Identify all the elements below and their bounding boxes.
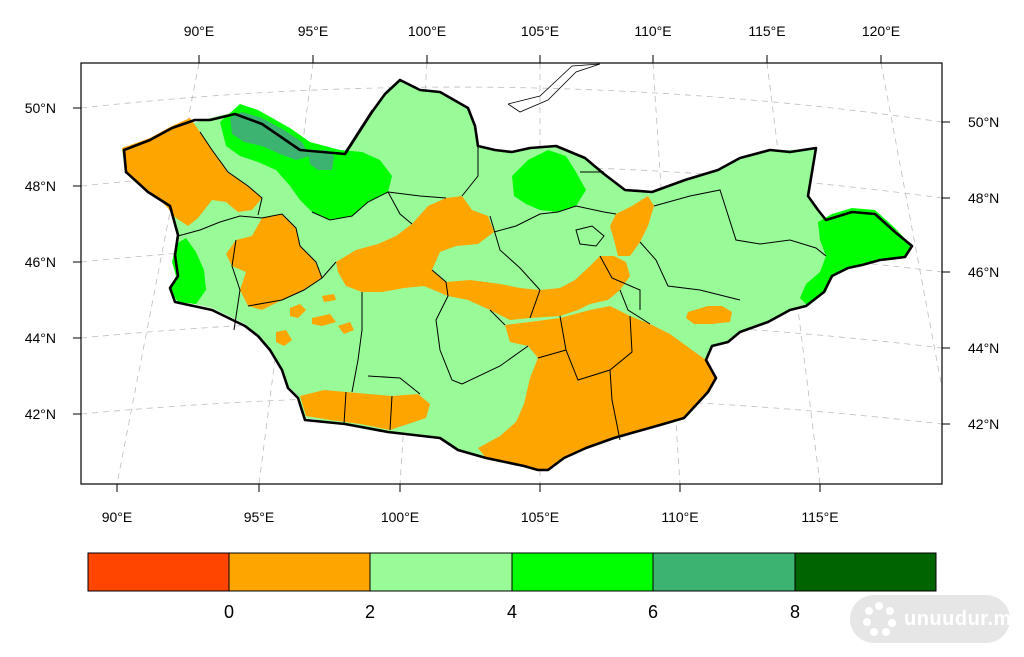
country-outline [122,78,914,472]
watermark: unuudur.mn [850,595,1024,643]
region-0-2-patch-1 [290,304,306,318]
region-0-2-east-small [686,306,732,324]
colorbar-box-4-6 [511,552,654,592]
colorbar: 0 2 4 6 8 [87,552,937,622]
boundary-line [461,145,479,197]
boundary-line [387,191,447,199]
bottom-lon-label: 95°E [244,509,275,525]
graticule-lon-120 [880,63,942,391]
boundary-line [367,375,421,395]
right-lat-label: 50°N [968,114,999,130]
colorbar-label: 4 [507,602,517,622]
boundary-line [619,289,651,325]
colorbar-label: 0 [224,602,234,622]
right-lat-labels: 50°N 48°N 46°N 44°N 42°N [968,114,999,432]
boundary-line [529,289,541,319]
boundary-line [461,345,529,385]
region-0-2-patch-5 [322,294,336,302]
province-boundaries [177,109,827,441]
boundary-line [639,241,741,301]
region-4-6-selenge [512,150,586,212]
top-lon-label: 120°E [862,23,900,39]
colorbar-label: 6 [648,602,658,622]
boundary-line [247,261,337,307]
region-0-2-patch-4 [276,330,292,346]
watermark-text: unuudur.mn [904,607,1024,630]
region-0-2-patch-3 [338,322,354,334]
top-lon-label: 95°E [298,23,329,39]
boundary-line [653,189,827,257]
top-lon-label: 110°E [634,23,671,39]
boundary-line [389,395,393,431]
graticule-lat-50 [81,86,942,123]
right-lat-label: 46°N [968,264,999,280]
boundary-line [489,309,506,326]
right-lat-label: 44°N [968,340,999,356]
boundary-line [261,213,323,279]
region-0-2-gobi [478,306,716,470]
boundary-line [493,205,617,233]
left-lat-label: 48°N [25,178,56,194]
boundary-line [343,391,347,425]
region-0-2-southwest [300,390,430,430]
boundary-line [431,269,463,385]
boundary-line [311,191,413,225]
left-lat-label: 46°N [25,254,56,270]
region-0-2-khangai [336,196,630,320]
boundary-line [609,369,621,441]
left-lat-label: 44°N [25,330,56,346]
region-4-6-west [170,238,206,304]
boundary-line [177,215,263,237]
boundary-line [351,292,363,393]
top-lon-label: 90°E [184,23,215,39]
colorbar-box-0-2 [228,552,371,592]
boundary-line [559,315,633,381]
region-0-2-west [122,118,262,226]
watermark-logo-icon [862,602,896,636]
region-6-8-north [230,112,310,160]
bottom-lon-label: 110°E [661,509,698,525]
colorbar-label: 8 [790,602,800,622]
colorbar-box-6-8 [652,552,796,592]
tick-marks [73,55,950,492]
precip-fill [122,80,912,470]
colorbar-box-lt0 [87,552,230,592]
right-lat-label: 48°N [968,190,999,206]
left-lat-label: 50°N [25,100,56,116]
colorbar-box-2-4 [369,552,513,592]
bottom-lon-label: 100°E [381,509,419,525]
bottom-lon-label: 90°E [102,509,133,525]
boundary-line [599,255,641,310]
top-lon-label: 115°E [748,23,785,39]
right-lat-label: 42°N [968,416,999,432]
boundary-line [199,131,263,216]
region-0-2-patch-2 [312,314,336,326]
neighbor-boundary [507,63,601,113]
map-frame [80,62,943,485]
top-lon-label: 100°E [408,23,446,39]
colorbar-label: 2 [365,602,375,622]
left-lat-labels: 50°N 48°N 46°N 44°N 42°N [25,100,56,422]
top-lon-labels: 90°E 95°E 100°E 105°E 110°E 115°E 120°E [184,23,900,39]
colorbar-box-gt8 [794,552,937,592]
region-0-2-east-central [610,196,654,256]
left-lat-label: 42°N [25,406,56,422]
bottom-lon-labels: 90°E 95°E 100°E 105°E 110°E 115°E [102,509,839,525]
region-6-8-north-small [308,150,334,170]
top-lon-label: 105°E [521,23,559,39]
boundary-line [231,239,241,331]
boundary-line [537,349,567,359]
bottom-lon-label: 115°E [801,509,838,525]
boundary-line [575,225,605,247]
bottom-lon-label: 105°E [521,509,559,525]
boundary-line [489,215,541,291]
